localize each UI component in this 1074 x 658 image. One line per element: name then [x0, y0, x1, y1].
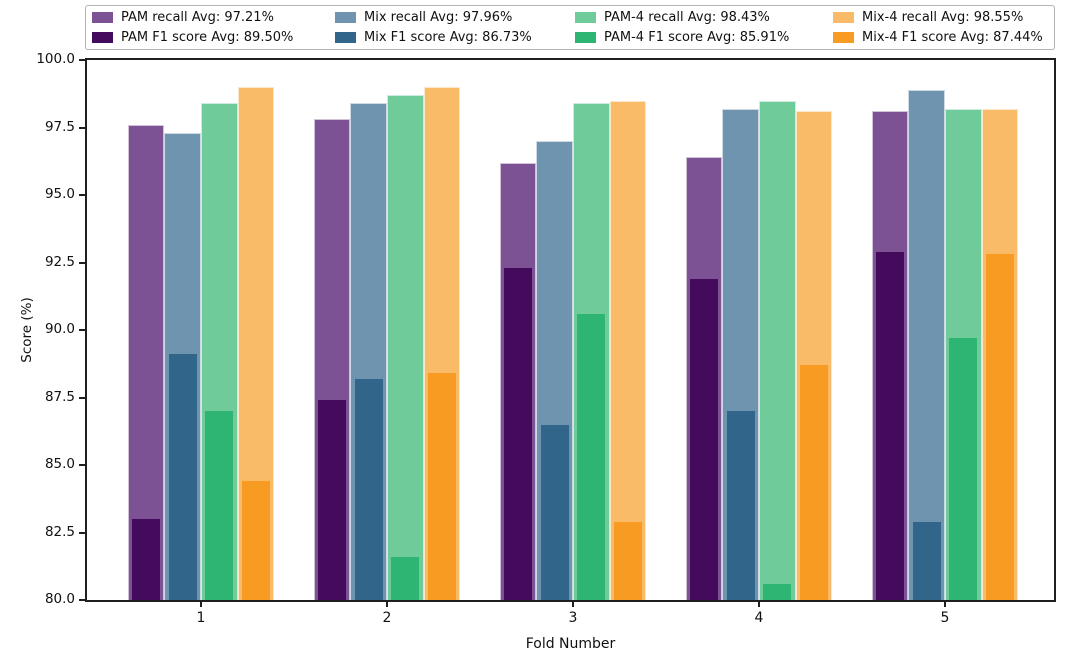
y-tick-mark: [79, 329, 85, 331]
legend-label-mix-f1-score: Mix F1 score Avg: 86.73%: [364, 29, 532, 45]
legend-item-mix-recall: Mix recall Avg: 97.96%: [335, 9, 575, 27]
y-tick-label: 85.0: [44, 456, 75, 472]
legend-item-mix-4-f1-score: Mix-4 F1 score Avg: 87.44%: [833, 29, 1048, 47]
legend-swatch-mix-recall: [335, 12, 356, 23]
legend-column: PAM-4 recall Avg: 98.43% PAM-4 F1 score A…: [575, 9, 833, 47]
x-tick-mark: [758, 602, 760, 607]
legend-item-pam-4-recall: PAM-4 recall Avg: 98.43%: [575, 9, 833, 27]
bar-pam-4-f1-score-fold-2: [391, 556, 420, 600]
y-tick-mark: [79, 464, 85, 466]
legend-swatch-mix-4-recall: [833, 12, 854, 23]
bar-pam-f1-score-fold-5: [876, 251, 905, 600]
legend-label-pam-recall: PAM recall Avg: 97.21%: [121, 9, 274, 25]
bar-mix-f1-score-fold-2: [354, 378, 383, 600]
bar-pam-4-recall-fold-4: [759, 100, 796, 600]
y-tick-label: 80.0: [44, 591, 75, 607]
legend-swatch-mix-4-f1-score: [833, 32, 854, 43]
x-axis-label: Fold Number: [525, 636, 616, 652]
bar-pam-4-recall-fold-2: [387, 95, 424, 600]
legend-label-pam-f1-score: PAM F1 score Avg: 89.50%: [121, 29, 294, 45]
y-tick-mark: [79, 396, 85, 399]
bar-pam-f1-score-fold-3: [504, 267, 533, 600]
y-tick-mark: [79, 261, 85, 264]
y-tick-mark: [79, 126, 85, 129]
legend-column: Mix recall Avg: 97.96% Mix F1 score Avg: …: [335, 9, 575, 47]
bar-mix-f1-score-fold-4: [726, 411, 755, 600]
bar-mix-4-recall-fold-3: [609, 100, 647, 600]
x-tick-label-fold-1: 1: [196, 610, 206, 626]
y-tick-label: 87.5: [44, 388, 75, 405]
legend-swatch-mix-f1-score: [335, 32, 356, 43]
y-tick-label: 100.0: [36, 51, 75, 67]
bar-pam-f1-score-fold-2: [318, 400, 347, 600]
x-tick-mark: [944, 602, 946, 607]
bar-mix-f1-score-fold-1: [168, 354, 197, 600]
y-tick-mark: [79, 531, 85, 534]
y-tick-mark: [79, 59, 85, 61]
y-tick-mark: [79, 599, 85, 601]
x-tick-mark: [200, 602, 202, 607]
y-tick-label: 97.5: [44, 118, 75, 135]
legend-column: PAM recall Avg: 97.21% PAM F1 score Avg: …: [92, 9, 335, 47]
bar-mix-4-f1-score-fold-2: [427, 373, 456, 600]
bar-mix-f1-score-fold-5: [912, 521, 941, 600]
legend-item-pam-recall: PAM recall Avg: 97.21%: [92, 9, 335, 27]
bar-pam-f1-score-fold-1: [132, 519, 161, 600]
bar-mix-4-f1-score-fold-5: [985, 254, 1014, 600]
chart-legend: PAM recall Avg: 97.21% PAM F1 score Avg: …: [85, 5, 1055, 50]
legend-column: Mix-4 recall Avg: 98.55% Mix-4 F1 score A…: [833, 9, 1048, 47]
y-tick-label: 95.0: [44, 186, 75, 202]
bar-pam-4-f1-score-fold-5: [949, 338, 978, 600]
bar-pam-4-f1-score-fold-1: [205, 411, 234, 600]
x-tick-label-fold-5: 5: [940, 610, 950, 626]
y-tick-label: 92.5: [44, 253, 75, 270]
legend-item-pam-f1-score: PAM F1 score Avg: 89.50%: [92, 29, 335, 47]
bar-mix-4-f1-score-fold-3: [613, 521, 642, 600]
x-tick-mark: [386, 602, 388, 607]
x-tick-mark: [572, 602, 574, 607]
legend-item-mix-f1-score: Mix F1 score Avg: 86.73%: [335, 29, 575, 47]
y-tick-mark: [79, 194, 85, 196]
bar-mix-recall-fold-5: [908, 89, 945, 600]
x-tick-label-fold-3: 3: [568, 610, 578, 626]
legend-item-pam-4-f1-score: PAM-4 F1 score Avg: 85.91%: [575, 29, 833, 47]
plot-area: [85, 58, 1056, 602]
legend-swatch-pam-recall: [92, 12, 113, 23]
legend-label-mix-recall: Mix recall Avg: 97.96%: [364, 9, 513, 25]
bar-mix-f1-score-fold-3: [540, 424, 569, 600]
x-tick-label-fold-4: 4: [754, 610, 764, 626]
y-tick-label: 82.5: [44, 523, 75, 540]
legend-swatch-pam-4-recall: [575, 12, 596, 23]
legend-label-mix-4-f1-score: Mix-4 F1 score Avg: 87.44%: [862, 29, 1043, 45]
bar-pam-4-f1-score-fold-3: [577, 313, 606, 600]
legend-swatch-pam-4-f1-score: [575, 32, 596, 43]
legend-label-mix-4-recall: Mix-4 recall Avg: 98.55%: [862, 9, 1024, 25]
legend-item-mix-4-recall: Mix-4 recall Avg: 98.55%: [833, 9, 1048, 27]
bar-mix-4-f1-score-fold-1: [241, 481, 270, 600]
legend-label-pam-4-f1-score: PAM-4 F1 score Avg: 85.91%: [604, 29, 790, 45]
x-tick-label-fold-2: 2: [382, 610, 392, 626]
legend-swatch-pam-f1-score: [92, 32, 113, 43]
bar-pam-f1-score-fold-4: [690, 278, 719, 600]
bar-pam-4-f1-score-fold-4: [763, 583, 792, 600]
y-tick-label: 90.0: [44, 321, 75, 337]
bar-mix-4-f1-score-fold-4: [799, 365, 828, 600]
legend-label-pam-4-recall: PAM-4 recall Avg: 98.43%: [604, 9, 770, 25]
